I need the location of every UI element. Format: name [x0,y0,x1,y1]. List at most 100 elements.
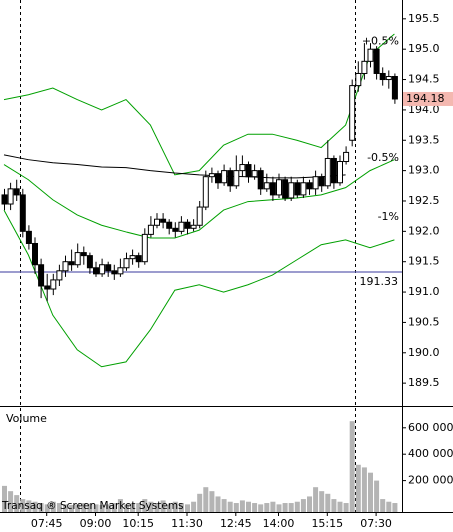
y-tick-label: 200 000 [408,474,453,487]
candle-body [233,170,240,187]
candle-body [324,157,331,187]
candle-body [86,255,93,269]
candle-body [117,267,124,275]
candle-body [330,157,337,184]
candle-body [263,182,270,190]
volume-bar [355,464,361,512]
candle-body [355,72,362,87]
volume-bar [203,487,209,512]
y-tick-label: 194.5 [408,73,440,86]
volume-bar [38,503,44,512]
candle-body [215,173,221,184]
candle-body [306,182,313,190]
candle-body [373,48,380,74]
volume-bar [99,505,105,512]
volume-bar [93,504,99,512]
volume-bar [209,491,215,512]
volume-bar [300,499,306,512]
y-tick-label: 600 000 [408,421,453,434]
x-tick-label: 09:00 [80,517,112,530]
candle-body [282,179,289,199]
y-tick-label: 190.5 [408,315,440,328]
candle-body [74,252,81,266]
volume-bar [294,501,300,512]
x-tick-label: 07:30 [360,517,392,530]
volume-bar [142,499,148,512]
candle-body [379,72,386,81]
volume-bar [166,504,172,512]
candle-body [172,227,179,232]
volume-bar [337,501,343,512]
volume-bar [136,503,142,512]
candle-body [251,170,258,178]
candle-body [147,224,154,235]
volume-bar [124,504,129,512]
candle-body [221,170,228,184]
volume-bar [148,501,154,512]
volume-bar [105,504,111,512]
y-tick-label: 192.5 [408,194,440,207]
candle-body [385,76,392,81]
candle-body [239,164,246,172]
price-tag [403,91,453,106]
volume-bar [386,501,392,512]
volume-bar [282,503,288,512]
volume-bar [215,496,221,512]
volume-bar [26,500,32,512]
y-tick-label: 193.5 [408,133,440,146]
candle-body [269,182,276,196]
candle-body [56,270,63,281]
candle-body [38,264,45,287]
volume-bar [227,501,233,512]
y-tick-label: 400 000 [408,447,453,460]
y-tick-label: 192.0 [408,224,440,237]
volume-bar [20,499,26,512]
candle-body [166,221,173,229]
candle-body [129,255,136,260]
candle-body [367,48,374,62]
candle-body [160,218,167,223]
candle-body [154,218,160,226]
volume-bar [8,491,14,512]
indicator-line [3,33,395,176]
y-tick-label: 191.5 [408,255,440,268]
indicator-line [3,209,395,368]
candle-body [32,242,38,266]
annotation: -1% [378,210,399,223]
volume-bar [392,503,398,512]
volume-bar [307,496,312,512]
volume-bar [111,503,117,512]
candle-body [93,267,99,275]
candle-body [111,270,118,275]
x-tick-label: 11:30 [171,517,203,530]
candle-body [227,170,234,187]
volume-bar [258,504,264,512]
candle-body [190,224,197,229]
volume-bar [239,500,245,512]
volume-bar [191,501,197,512]
volume-bar [270,501,276,512]
volume-bar [361,467,367,512]
candle-body [141,233,148,263]
volume-bar [380,499,386,512]
volume-bar [288,503,294,512]
volume-bar [276,504,282,512]
y-tick-label: 189.5 [408,376,440,389]
x-tick-label: 07:45 [31,517,63,530]
y-tick-label: 195.0 [408,42,440,55]
volume-bar [343,503,349,512]
volume-bar [374,480,380,512]
x-tick-label: 15:15 [311,517,343,530]
indicator-line [3,159,395,239]
candle-body [99,264,106,275]
candle-body [257,170,264,190]
candle-body [105,264,112,272]
x-tick-label: 14:00 [263,517,295,530]
x-tick-label: 12:45 [220,517,252,530]
volume-bar [313,487,319,512]
candle-body [184,221,191,229]
candle-body [68,261,75,266]
volume-bar [221,499,227,512]
